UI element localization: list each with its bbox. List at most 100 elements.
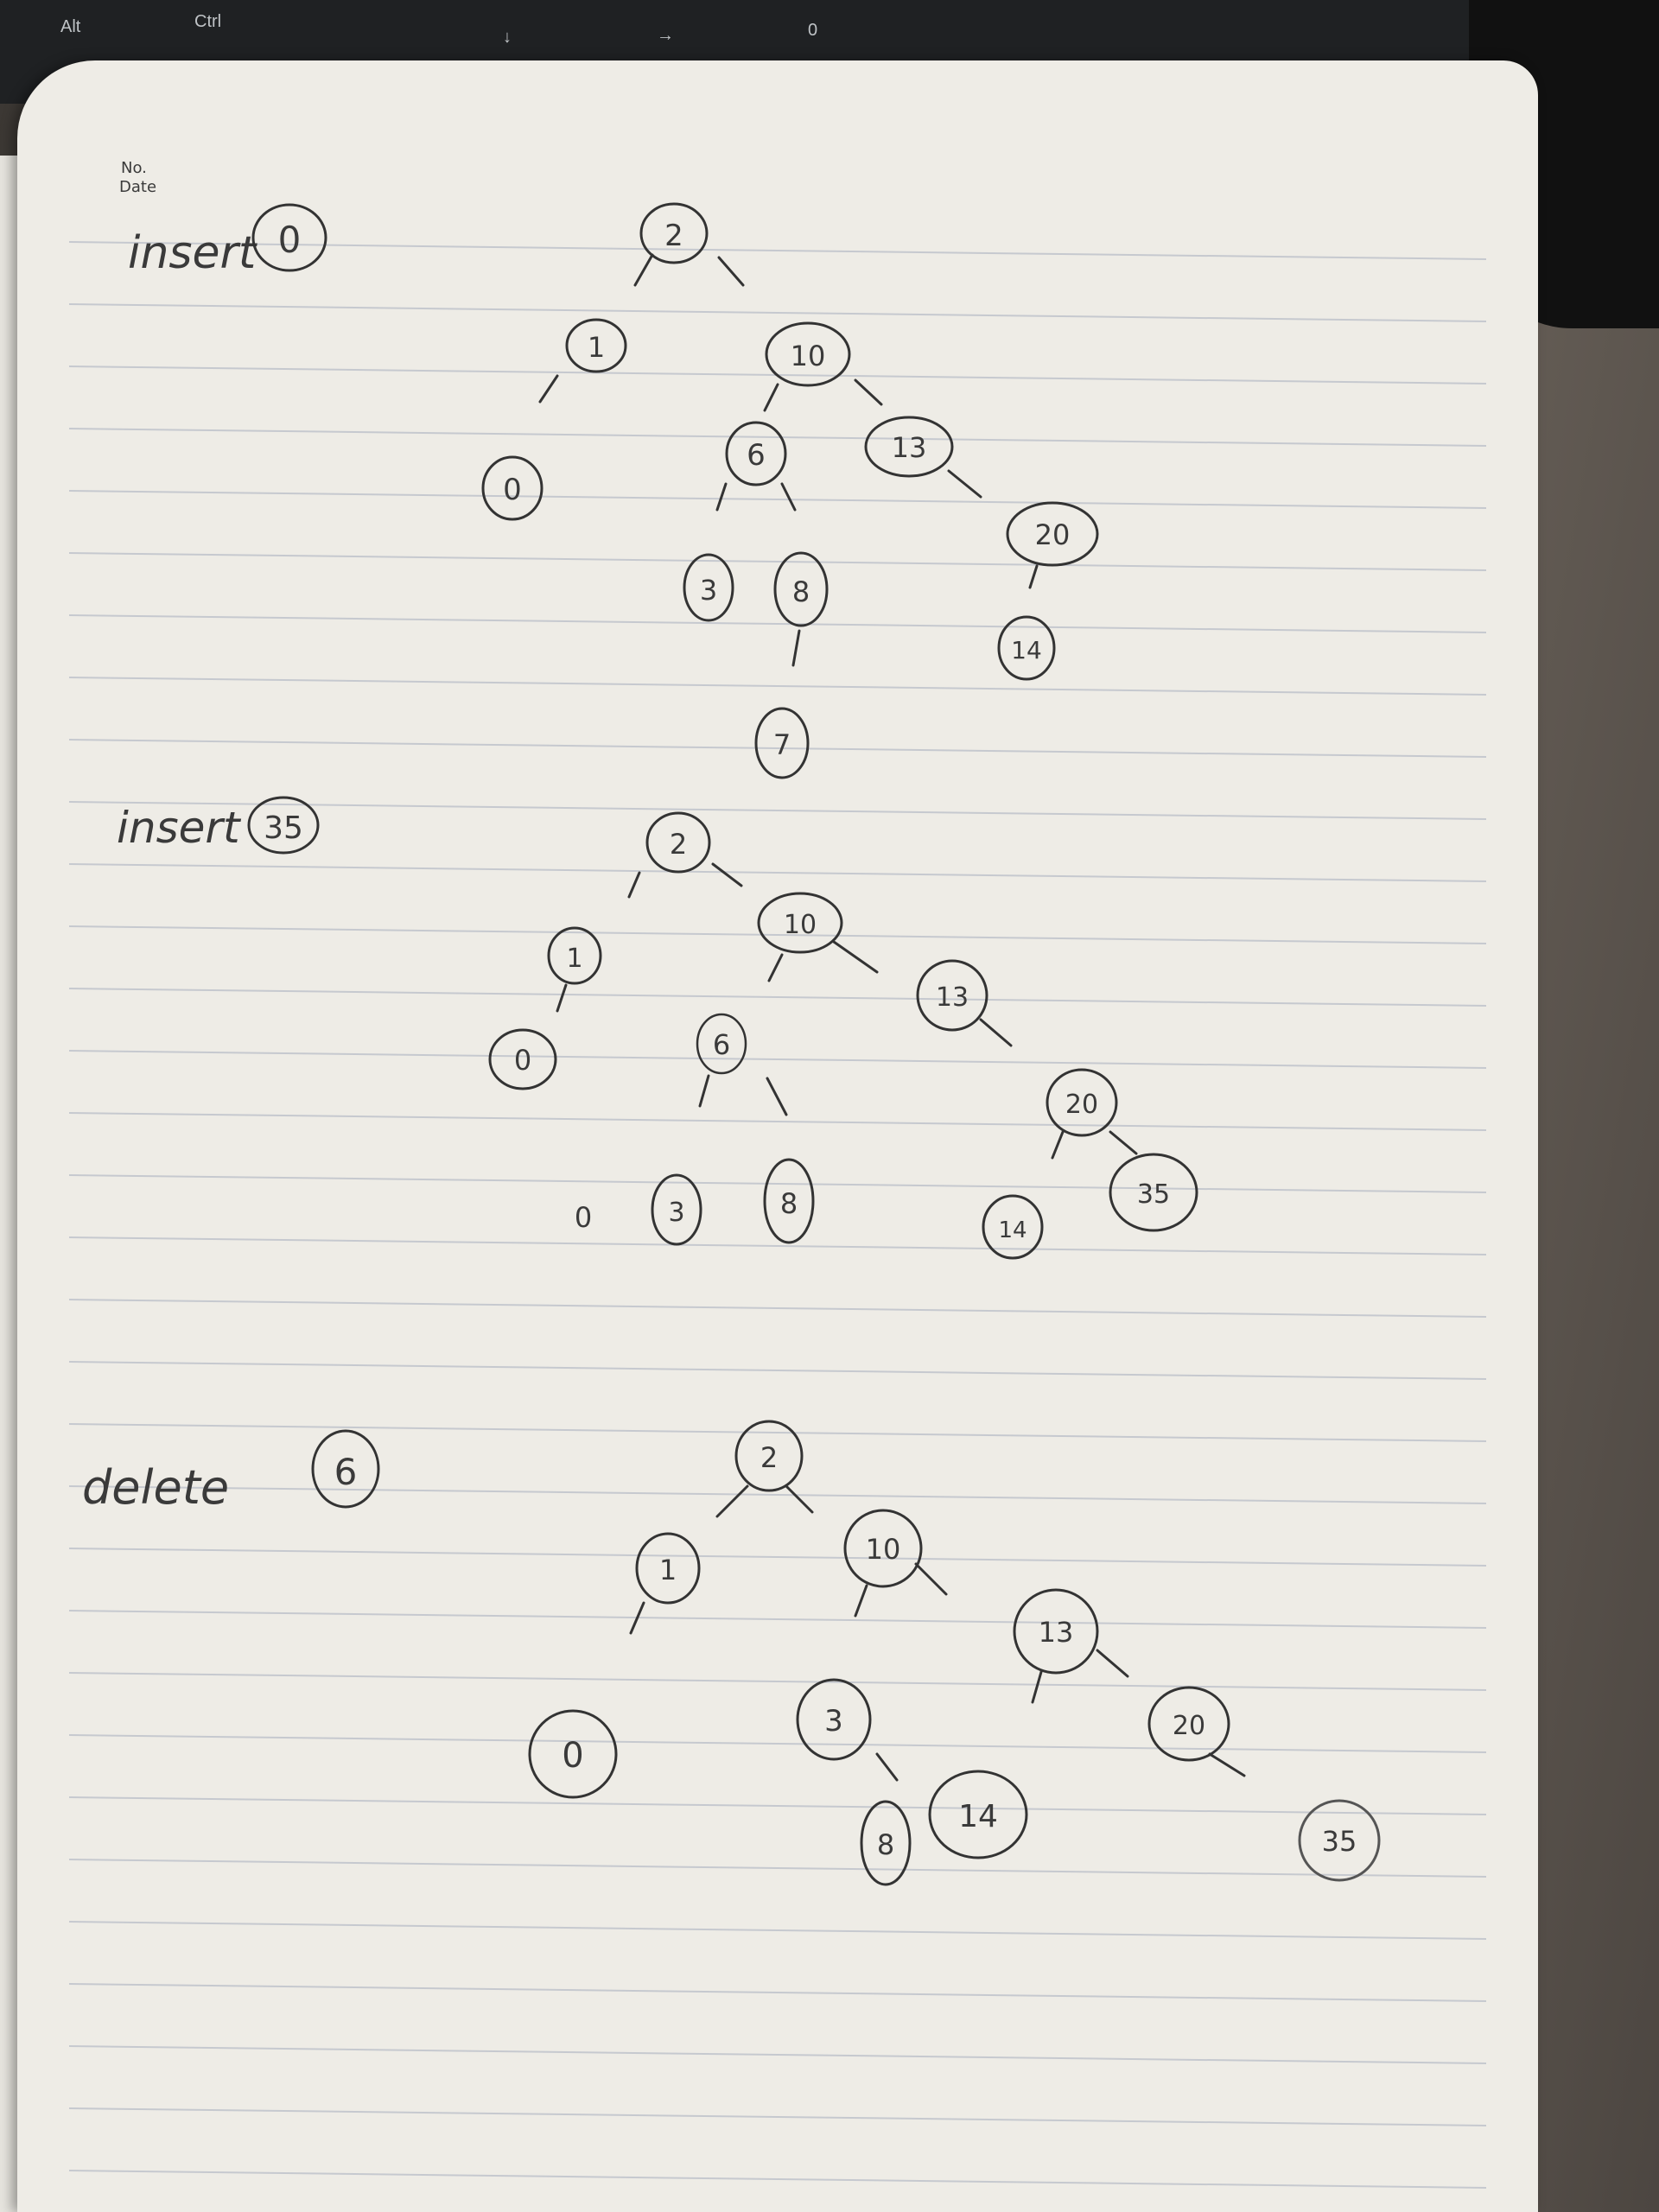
tree-edge	[556, 983, 568, 1013]
svg-text:2: 2	[760, 1441, 778, 1474]
tree-edge	[1051, 1130, 1065, 1160]
date-label: Date	[119, 178, 156, 196]
ruled-line	[68, 1610, 1487, 1629]
svg-text:14: 14	[998, 1217, 1027, 1243]
svg-text:10: 10	[791, 340, 826, 372]
svg-text:13: 13	[892, 431, 927, 464]
svg-text:1: 1	[659, 1554, 677, 1586]
svg-text:13: 13	[936, 982, 969, 1013]
tree-edge	[875, 1752, 899, 1782]
ruled-line	[68, 925, 1487, 944]
svg-text:8: 8	[780, 1187, 798, 1220]
right-arrow-key: →	[657, 26, 674, 45]
alt-key: Alt	[60, 17, 81, 36]
tree-edge	[1096, 1649, 1129, 1678]
section1-circle	[251, 203, 327, 272]
tree-edge	[791, 629, 801, 667]
tree-node: 35	[1109, 1153, 1198, 1232]
tree-edge	[979, 1018, 1013, 1047]
ruled-line	[68, 739, 1487, 758]
svg-text:1: 1	[588, 331, 605, 364]
svg-text:7: 7	[773, 728, 791, 761]
tree-edge	[1031, 1670, 1043, 1704]
zero-key: 0	[808, 21, 818, 40]
ruled-line	[68, 1174, 1487, 1193]
tree-node: 0	[481, 455, 543, 521]
section2-label: insert	[117, 803, 242, 853]
tree-edge	[1208, 1752, 1246, 1777]
svg-text:8: 8	[792, 575, 810, 608]
tree-edge	[629, 1601, 645, 1635]
tree-node: 1	[547, 926, 602, 985]
section2-circle	[247, 796, 320, 855]
tree-edge	[767, 953, 784, 982]
tree-node: 2	[645, 811, 711, 874]
tree-edge	[832, 940, 879, 974]
svg-text:2: 2	[664, 219, 683, 253]
svg-text:0: 0	[503, 473, 522, 507]
svg-text:20: 20	[1035, 518, 1071, 551]
tree-node: 7	[754, 707, 810, 779]
svg-text:3: 3	[824, 1704, 843, 1738]
svg-text:13: 13	[1039, 1616, 1074, 1649]
tree-edge	[914, 1562, 948, 1596]
ruled-line	[68, 303, 1487, 322]
ruled-line	[68, 677, 1487, 696]
ruled-line	[68, 1299, 1487, 1318]
tree-node: 0	[575, 1201, 592, 1234]
tree-node: 3	[796, 1678, 872, 1761]
tree-edge	[711, 862, 743, 887]
tree-node: 2	[734, 1420, 804, 1492]
section1-circled-value: 0	[278, 219, 302, 261]
ruled-line	[68, 2107, 1487, 2126]
svg-text:6: 6	[747, 438, 766, 473]
section3-circled-value: 6	[334, 1451, 358, 1493]
tree-insert-35: 2 1 10 0 6 13 20 0 3 8 14 35	[488, 811, 1198, 1260]
no-label: No.	[121, 159, 147, 177]
svg-text:2: 2	[670, 828, 687, 861]
tree-edges	[538, 253, 1246, 1782]
ctrl-key: Ctrl	[194, 12, 222, 31]
tree-node: 14	[997, 615, 1056, 681]
svg-text:35: 35	[1322, 1825, 1357, 1858]
svg-text:0: 0	[575, 1201, 592, 1234]
svg-text:8: 8	[877, 1828, 894, 1861]
tree-node: 0	[488, 1028, 557, 1090]
tree-node: 14	[982, 1194, 1044, 1260]
svg-text:14: 14	[958, 1799, 998, 1834]
tree-node: 10	[765, 321, 851, 387]
ruled-line	[68, 552, 1487, 571]
tree-edge	[947, 469, 982, 499]
ruled-line	[68, 1796, 1487, 1815]
tree-edge	[538, 374, 559, 404]
ruled-line	[68, 2045, 1487, 2064]
tree-edge	[766, 1077, 788, 1116]
tree-node: 6	[696, 1013, 747, 1075]
ruled-line	[68, 1921, 1487, 1940]
svg-text:3: 3	[700, 574, 717, 607]
ruled-line	[68, 988, 1487, 1007]
tree-edge	[780, 482, 797, 512]
svg-text:14: 14	[1011, 636, 1042, 664]
tree-node: 8	[773, 551, 829, 627]
svg-text:0: 0	[514, 1044, 531, 1077]
svg-text:10: 10	[866, 1533, 901, 1566]
section3-circle	[311, 1429, 380, 1509]
svg-text:3: 3	[668, 1198, 684, 1228]
svg-text:6: 6	[713, 1028, 730, 1061]
section2-circled-value: 35	[264, 810, 303, 846]
ruled-line	[68, 428, 1487, 447]
tree-node: 10	[757, 892, 843, 954]
ruled-line	[68, 1423, 1487, 1442]
tree-node: 8	[763, 1158, 815, 1244]
tree-node: 13	[864, 416, 954, 478]
ruled-line	[68, 1734, 1487, 1753]
svg-text:20: 20	[1173, 1711, 1205, 1741]
tree-edge	[627, 871, 641, 899]
ruled-line	[68, 490, 1487, 509]
notes-svg: No. Date insert 0 insert 35 delete 6 2 1…	[68, 159, 1487, 2189]
down-arrow-key: ↓	[503, 28, 512, 47]
tree-edge	[854, 1584, 868, 1618]
ruled-line	[68, 241, 1487, 260]
tree-edge	[1109, 1130, 1138, 1155]
